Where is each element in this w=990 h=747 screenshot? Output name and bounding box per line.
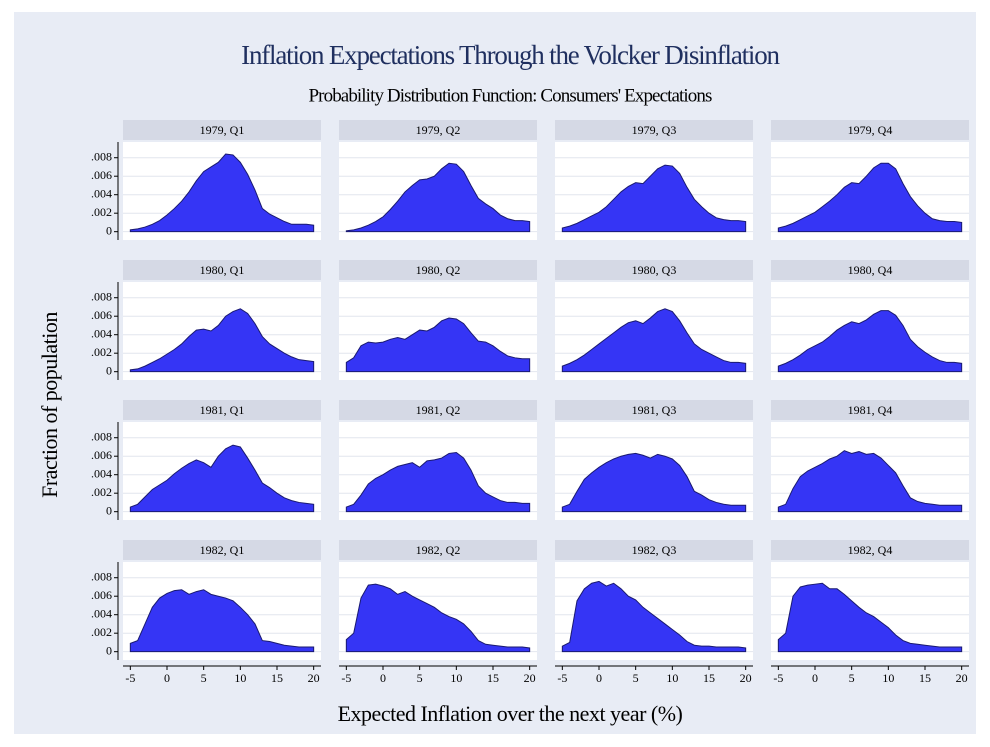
strip [123, 120, 321, 140]
density-area [777, 450, 963, 513]
strip [339, 120, 537, 140]
x-tick-label: 10 [234, 671, 246, 685]
strip [339, 540, 537, 560]
strip [555, 120, 753, 140]
panel-title: 1980, Q4 [848, 263, 893, 277]
x-tick-label: 5 [417, 671, 423, 685]
strip [339, 260, 537, 280]
strip [123, 400, 321, 420]
density-area [345, 583, 531, 653]
density-area [561, 580, 747, 653]
y-tick-label: .004 [91, 606, 112, 620]
x-tick-label: 0 [380, 671, 386, 685]
x-tick-label: 20 [524, 671, 536, 685]
x-tick-label: 0 [596, 671, 602, 685]
y-tick-label: .002 [91, 625, 112, 639]
panel-title: 1981, Q2 [416, 403, 461, 417]
y-tick-label: 0 [106, 363, 112, 377]
y-tick-label: .008 [91, 569, 112, 583]
panel-title: 1982, Q2 [416, 543, 461, 557]
x-tick-label: 5 [633, 671, 639, 685]
y-tick-label: .004 [91, 466, 112, 480]
y-tick-label: .008 [91, 289, 112, 303]
panel-title: 1980, Q2 [416, 263, 461, 277]
density-area [777, 310, 963, 373]
chart-subtitle: Probability Distribution Function: Consu… [309, 85, 712, 106]
panel-title: 1979, Q2 [416, 123, 461, 137]
density-area [561, 164, 747, 233]
panel-title: 1982, Q1 [200, 543, 245, 557]
y-tick-label: .006 [91, 308, 112, 322]
y-tick-label: .002 [91, 345, 112, 359]
chart-title: Inflation Expectations Through the Volck… [241, 40, 780, 70]
panel-title: 1980, Q1 [200, 263, 245, 277]
panel-title: 1979, Q3 [632, 123, 677, 137]
y-tick-label: .006 [91, 168, 112, 182]
y-tick-label: .008 [91, 429, 112, 443]
density-area [345, 162, 531, 233]
strip [555, 400, 753, 420]
x-tick-label: 15 [271, 671, 283, 685]
x-tick-label: 10 [666, 671, 678, 685]
y-tick-label: .006 [91, 588, 112, 602]
strip [123, 260, 321, 280]
y-tick-label: .002 [91, 485, 112, 499]
panel-title: 1980, Q3 [632, 263, 677, 277]
x-tick-label: 0 [812, 671, 818, 685]
x-tick-label: -5 [557, 671, 567, 685]
density-area [561, 308, 747, 373]
density-area [777, 162, 963, 233]
x-tick-label: 15 [919, 671, 931, 685]
x-tick-label: -5 [125, 671, 135, 685]
y-tick-label: .004 [91, 186, 112, 200]
x-tick-label: 10 [882, 671, 894, 685]
panel-title: 1979, Q4 [848, 123, 893, 137]
y-tick-label: .006 [91, 448, 112, 462]
strip [771, 400, 969, 420]
y-tick-label: 0 [106, 643, 112, 657]
x-tick-label: 0 [164, 671, 170, 685]
strip [339, 400, 537, 420]
y-tick-label: .002 [91, 205, 112, 219]
x-tick-label: 20 [956, 671, 968, 685]
x-tick-label: 15 [487, 671, 499, 685]
density-area [129, 444, 315, 513]
y-tick-label: 0 [106, 223, 112, 237]
strip [771, 260, 969, 280]
strip [555, 540, 753, 560]
strip [123, 540, 321, 560]
x-tick-label: 10 [450, 671, 462, 685]
x-tick-label: 20 [740, 671, 752, 685]
y-tick-label: .008 [91, 149, 112, 163]
panel-title: 1982, Q4 [848, 543, 893, 557]
x-tick-label: 5 [849, 671, 855, 685]
panel-title: 1981, Q1 [200, 403, 245, 417]
density-area [561, 452, 747, 513]
strip [771, 120, 969, 140]
panel-title: 1979, Q1 [200, 123, 245, 137]
density-area [129, 153, 315, 233]
strip [771, 540, 969, 560]
strip [555, 260, 753, 280]
x-tick-label: 20 [308, 671, 320, 685]
x-tick-label: -5 [773, 671, 783, 685]
panel-title: 1981, Q3 [632, 403, 677, 417]
x-tick-label: 5 [201, 671, 207, 685]
panel-title: 1981, Q4 [848, 403, 893, 417]
density-area [129, 308, 315, 373]
y-tick-label: 0 [106, 503, 112, 517]
density-area [129, 589, 315, 653]
x-tick-label: 15 [703, 671, 715, 685]
x-tick-label: -5 [341, 671, 351, 685]
panel-title: 1982, Q3 [632, 543, 677, 557]
x-axis-title: Expected Inflation over the next year (%… [338, 701, 683, 726]
y-tick-label: .004 [91, 326, 112, 340]
y-axis-title: Fraction of population [37, 312, 62, 498]
density-area [345, 317, 531, 373]
density-area [345, 451, 531, 513]
density-area [777, 582, 963, 653]
